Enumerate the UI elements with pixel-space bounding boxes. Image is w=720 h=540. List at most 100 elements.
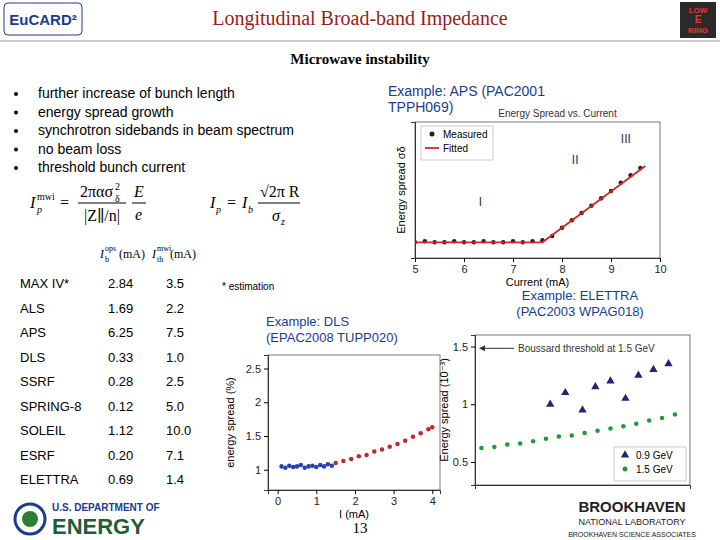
plot-frame: [268, 355, 440, 490]
x-axis: 5678910: [412, 258, 666, 275]
tick: 0.5: [453, 456, 475, 468]
legend-swatch: [621, 450, 629, 457]
formula: I: [241, 194, 248, 211]
table-cell: 1.0: [166, 350, 184, 365]
formula: 2: [115, 181, 120, 192]
legend-box: [614, 447, 686, 481]
table-cell: ESRF: [20, 448, 55, 463]
data-point: [330, 463, 335, 468]
data-point: [349, 457, 354, 462]
x-axis: 01234: [269, 490, 441, 507]
tick-label: 4: [430, 495, 436, 507]
data-point: [283, 465, 288, 470]
annotation: I: [479, 195, 482, 209]
example-caption: (PAC2003 WPAG018): [516, 304, 643, 319]
tick-mark: [660, 258, 661, 262]
data-point: [395, 442, 400, 447]
tick-mark: [471, 347, 475, 348]
table-cell: 0.20: [108, 448, 133, 463]
tick-label: 1: [255, 464, 261, 476]
data-point: [287, 463, 292, 468]
table-cell: ELETTRA: [20, 472, 79, 487]
bullet-text: energy spread growth: [38, 104, 173, 120]
tick-label: 2.5: [246, 363, 261, 375]
table-cell: 0.33: [108, 350, 133, 365]
tick-label: 1.5: [246, 430, 261, 442]
tick-mark: [355, 490, 356, 494]
formula: I: [29, 194, 36, 211]
bullet-text: further increase of bunch length: [38, 85, 235, 101]
legend-label: 1.5 GeV: [636, 464, 673, 475]
tick: 0: [275, 490, 281, 507]
annotation: II: [572, 153, 579, 167]
plot-frame: [475, 335, 690, 485]
page-number: 13: [353, 520, 368, 536]
axis-line: [269, 491, 441, 495]
logo-box: [4, 3, 82, 35]
data-point: [403, 438, 408, 443]
legend: 0.9 GeV1.5 GeV: [614, 447, 686, 481]
title: Longitudinal Broad-band Impedance: [212, 7, 508, 30]
data-point: [333, 461, 338, 466]
tick-label: 9: [608, 263, 614, 275]
data-point: [341, 459, 346, 464]
y-axis-title: energy spread (%): [224, 377, 236, 468]
marks: [415, 166, 645, 245]
legend-swatch: [622, 466, 627, 471]
tick: 2: [352, 490, 358, 507]
table-cell: SSRF: [20, 374, 55, 389]
legend: MeasuredFitted: [421, 126, 493, 160]
tick-label: 2: [255, 396, 261, 408]
bullet-text: synchrotron sidebands in beam spectrum: [38, 122, 294, 138]
data-point: [546, 399, 554, 406]
tick: 2.5: [246, 363, 268, 375]
table-cell: 1.12: [108, 423, 133, 438]
legend-label: Fitted: [443, 143, 468, 154]
table-cell: ALS: [20, 301, 45, 316]
formula: b: [248, 204, 253, 215]
table-cell: 7.1: [166, 448, 184, 463]
slide: EuCARD²Longitudinal Broad-band Impedance…: [0, 0, 720, 540]
formula: δ: [115, 193, 120, 204]
tick: 5: [412, 258, 418, 275]
table-cell: 1.69: [108, 301, 133, 316]
data-point: [569, 433, 574, 438]
tick: 2: [255, 396, 268, 408]
footer: U.S. DEPARTMENT OFENERGY13BROOKHAVENNATI…: [15, 498, 696, 539]
tick: 7: [510, 258, 516, 275]
tick: 6: [461, 258, 467, 275]
data-point: [634, 371, 642, 378]
column-header: (mA): [119, 247, 145, 261]
tick-label: 6: [461, 263, 467, 275]
tick-mark: [264, 402, 268, 403]
data-point: [364, 453, 369, 458]
x-axis: [476, 486, 691, 490]
table-cell: SPRING-8: [20, 399, 81, 414]
formula: p: [215, 204, 221, 215]
fraction-bar: [258, 203, 300, 204]
table: Iopsb (mA)Imwith (mA)MAX IV*2.843.5ALS1.…: [20, 244, 274, 487]
data-point: [673, 412, 678, 417]
marks: [279, 425, 434, 470]
data-point: [279, 464, 284, 469]
data-point: [291, 465, 296, 470]
formula: =: [60, 194, 69, 211]
table-cell: 6.25: [108, 325, 133, 340]
annotation-arrow: [481, 348, 514, 349]
legend-swatch: [429, 131, 434, 136]
annotation: Boussard threshold at 1.5 GeV: [518, 343, 655, 354]
bullets: further increase of bunch length energy s…: [14, 85, 294, 175]
fraction-bar: [132, 203, 146, 204]
formula: σ: [272, 207, 281, 224]
data-point: [621, 424, 626, 429]
data-point: [606, 376, 614, 383]
axis-line: [264, 356, 269, 491]
data-point: [492, 445, 497, 450]
chart-title: Energy Spread vs. Current: [498, 108, 617, 119]
tick: 4: [430, 490, 436, 507]
example-caption: TPPH069): [388, 99, 453, 115]
plot-frame: [415, 122, 660, 258]
table-cell: 1.4: [166, 472, 184, 487]
tick-label: 2: [352, 495, 358, 507]
table-cell: 2.84: [108, 276, 133, 291]
